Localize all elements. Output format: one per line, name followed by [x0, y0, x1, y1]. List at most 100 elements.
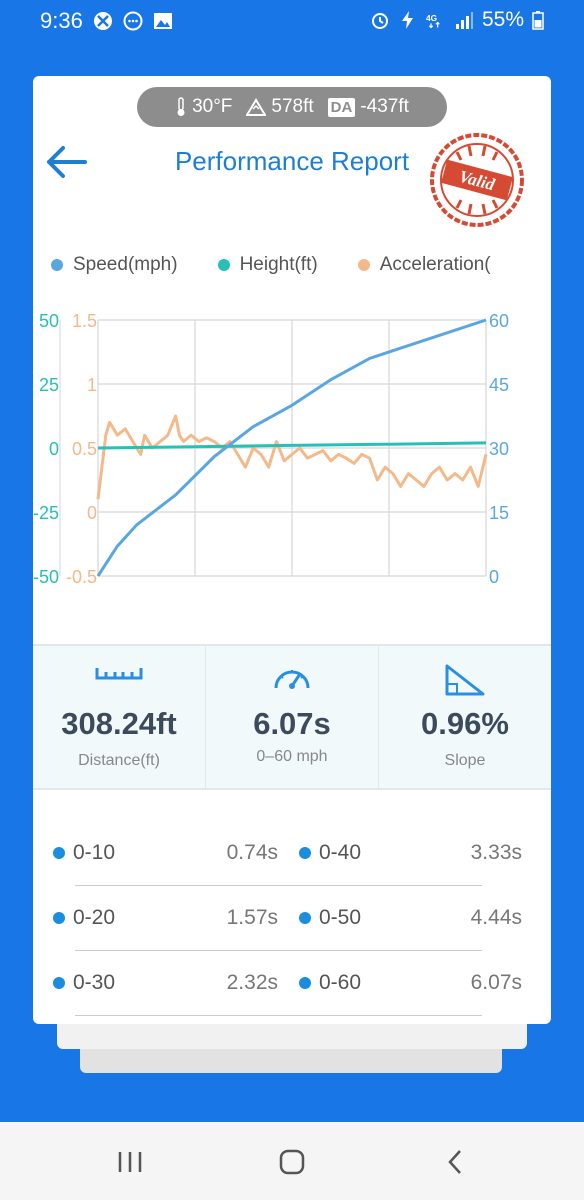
- stat-value-zero-sixty: 6.07s: [253, 706, 331, 741]
- environment-pill: 30°F 578ft DA -437ft: [137, 87, 447, 127]
- chart-legend: Speed(mph) Height(ft) Acceleration(: [51, 254, 531, 276]
- gallery-icon: [153, 13, 172, 29]
- split-item: 0-30: [53, 971, 115, 995]
- stat-slope: 0.96% Slope: [379, 646, 551, 788]
- split-label: 0-30: [73, 971, 116, 994]
- stat-value-slope: 0.96%: [421, 706, 509, 741]
- ruler-icon: [95, 668, 143, 680]
- legend-height[interactable]: Height(ft): [217, 254, 318, 276]
- stat-label-zero-sixty: 0–60 mph: [256, 748, 328, 765]
- back-nav-button[interactable]: [436, 1142, 476, 1182]
- split-row: 0-10 0.74s 0-40 3.33s: [53, 821, 533, 886]
- acceleration-series-line: [96, 414, 488, 500]
- temperature-item: 30°F: [175, 96, 232, 118]
- split-dot: [299, 977, 311, 989]
- split-label: 0-10: [73, 841, 116, 864]
- performance-card: 30°F 578ft DA -437ft Performance Report …: [33, 76, 551, 1024]
- split-item: 0-60: [299, 971, 361, 995]
- tick-label-speed-axis: 15: [489, 503, 509, 523]
- page-title: Performance Report: [174, 146, 410, 176]
- stat-value-distance: 308.24ft: [61, 706, 177, 741]
- stat-label-distance: Distance(ft): [78, 752, 160, 769]
- legend-label-acceleration: Acceleration(: [379, 254, 491, 275]
- split-value: 0.74s: [226, 841, 278, 864]
- tick-label-acceleration-axis: 1.5: [72, 311, 97, 331]
- stamp-text: Valid: [457, 167, 497, 195]
- xbox-icon: [93, 12, 112, 30]
- legend-dot-height: [217, 259, 230, 271]
- status-bar: 9:36 4G 55%: [0, 0, 584, 40]
- temperature-value: 30°F: [192, 96, 233, 117]
- split-divider: [75, 950, 482, 951]
- signal-icon: [455, 12, 473, 29]
- messenger-icon: [123, 11, 143, 31]
- back-button[interactable]: [41, 140, 91, 184]
- tick-label-speed-axis: 60: [489, 311, 509, 331]
- tick-label-height-axis: 25: [39, 375, 59, 395]
- tick-label-acceleration-axis: 1: [87, 375, 97, 395]
- split-value: 3.33s: [470, 841, 522, 864]
- tick-label-acceleration-axis: -0.5: [66, 567, 97, 587]
- density-altitude-item: DA -437ft: [327, 96, 409, 118]
- tick-label-speed-axis: 30: [489, 439, 509, 459]
- speedometer-icon: [274, 670, 310, 689]
- da-badge: DA: [327, 97, 356, 117]
- density-altitude-value: -437ft: [360, 96, 409, 117]
- altitude-item: 578ft: [246, 96, 314, 118]
- home-icon: [279, 1149, 305, 1175]
- split-item: 0-40: [299, 841, 361, 865]
- thermometer-icon: [177, 97, 185, 116]
- height-series-line: [97, 441, 487, 450]
- mountain-icon: [246, 98, 267, 116]
- split-dot: [299, 912, 311, 924]
- split-label: 0-60: [319, 971, 362, 994]
- svg-text:4G: 4G: [426, 13, 437, 23]
- split-row: 0-30 2.32s 0-60 6.07s: [53, 951, 533, 1016]
- split-item: 0-50: [299, 906, 361, 930]
- recent-apps-button[interactable]: [110, 1142, 150, 1182]
- tick-label-speed-axis: 45: [489, 375, 509, 395]
- tick-label-speed-axis: 0: [489, 567, 499, 587]
- legend-acceleration[interactable]: Acceleration(: [357, 254, 491, 276]
- split-dot: [299, 847, 311, 859]
- legend-dot-speed: [51, 259, 63, 271]
- arrow-left-icon: [47, 146, 87, 178]
- tick-label-acceleration-axis: 0: [87, 503, 97, 523]
- home-button[interactable]: [272, 1142, 312, 1182]
- split-value: 2.32s: [226, 971, 278, 994]
- 4g-icon: 4G: [426, 13, 440, 29]
- split-divider: [75, 1015, 482, 1016]
- split-row: 0-20 1.57s 0-50 4.44s: [53, 886, 533, 951]
- flash-icon: [401, 11, 413, 29]
- split-item: 0-10: [53, 841, 115, 865]
- split-label: 0-20: [73, 906, 116, 929]
- slope-icon: [445, 664, 485, 696]
- tick-label-height-axis: -25: [33, 503, 59, 523]
- stat-distance: 308.24ft Distance(ft): [33, 646, 206, 788]
- split-value: 4.44s: [470, 906, 522, 929]
- alarm-icon: [371, 13, 388, 29]
- recent-apps-icon: [118, 1152, 142, 1172]
- battery-percent: 55%: [481, 8, 524, 31]
- speed-series-line: [96, 318, 487, 577]
- stat-zero-sixty: 6.07s 0–60 mph: [206, 646, 379, 788]
- legend-label-height: Height(ft): [239, 254, 318, 275]
- split-times: 0-10 0.74s 0-40 3.33s 0-20 1.57s 0-50 4.…: [53, 821, 533, 1016]
- tick-label-acceleration-axis: 0.5: [72, 439, 97, 459]
- legend-label-speed: Speed(mph): [73, 254, 178, 275]
- legend-dot-acceleration: [357, 259, 370, 271]
- split-label: 0-50: [319, 906, 362, 929]
- split-value: 1.57s: [226, 906, 278, 929]
- split-divider: [75, 885, 482, 886]
- split-label: 0-40: [319, 841, 362, 864]
- navigation-bar: [0, 1122, 584, 1200]
- split-dot: [53, 847, 65, 859]
- battery-icon: [532, 11, 544, 30]
- split-value: 6.07s: [470, 971, 522, 994]
- legend-speed[interactable]: Speed(mph): [51, 254, 178, 276]
- valid-stamp: Valid: [430, 133, 524, 227]
- tick-label-height-axis: 50: [39, 311, 59, 331]
- tick-label-height-axis: 0: [49, 439, 59, 459]
- back-nav-icon: [448, 1150, 461, 1174]
- status-time: 9:36: [40, 8, 83, 33]
